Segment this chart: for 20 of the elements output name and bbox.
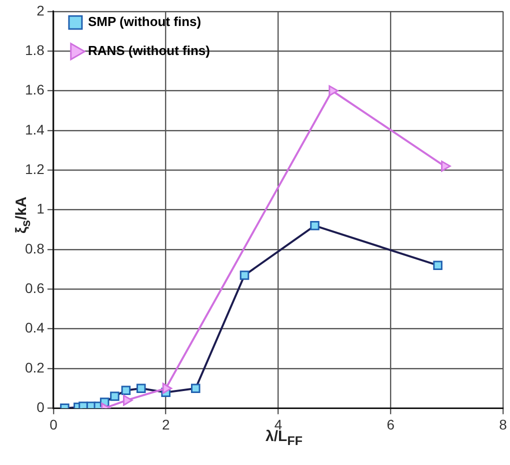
point bbox=[162, 382, 172, 394]
x-tick-label: 8 bbox=[499, 416, 508, 432]
x-tick-label: 0 bbox=[50, 416, 58, 432]
y-tick-label: 1.4 bbox=[24, 121, 45, 138]
y-tick-label: 1.6 bbox=[24, 82, 45, 98]
y-tick-label: 0 bbox=[36, 399, 45, 416]
y-tick-label: 2 bbox=[36, 2, 45, 18]
y-tick-label: 1.2 bbox=[24, 160, 45, 177]
y-tick-label: 0.8 bbox=[24, 240, 45, 256]
x-tick-label: 6 bbox=[386, 416, 395, 432]
point bbox=[328, 85, 338, 96]
x-tick-label: 2 bbox=[162, 416, 170, 432]
point bbox=[123, 394, 133, 406]
y-tick-label: 1.8 bbox=[24, 42, 45, 58]
y-tick-label: 1 bbox=[36, 200, 45, 217]
y-tick-label: 0.4 bbox=[24, 320, 45, 336]
y-tick-label: 0.2 bbox=[24, 359, 45, 376]
x-axis-title: λ/L$_{FF}$ bbox=[266, 428, 302, 448]
y-tick-label: 0.6 bbox=[24, 280, 45, 296]
point bbox=[441, 160, 451, 172]
